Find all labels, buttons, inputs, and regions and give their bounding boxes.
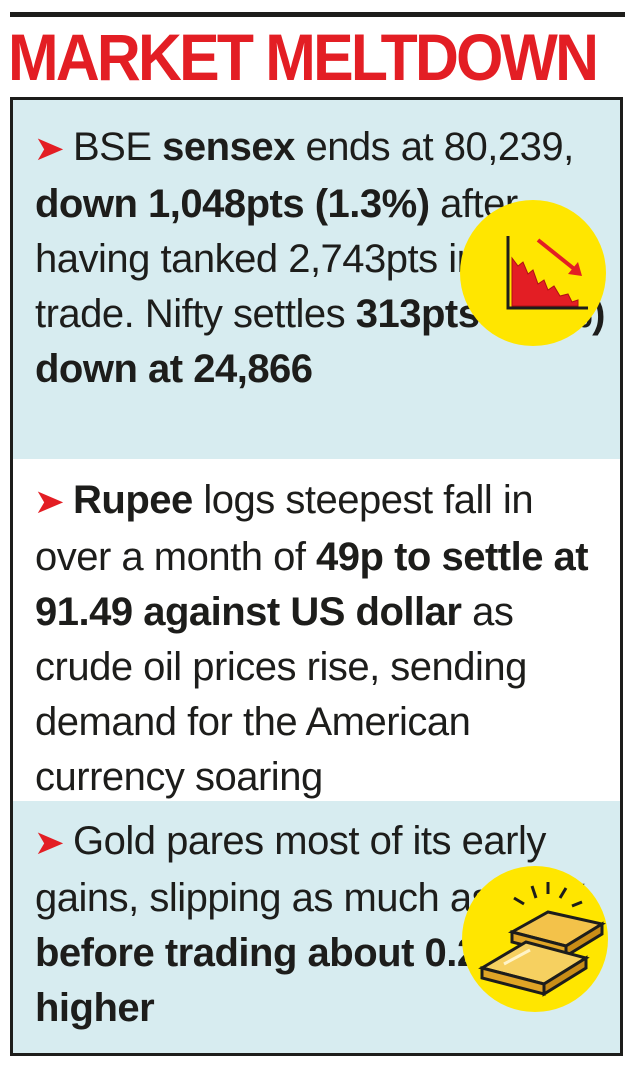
item-box-rupee: ➤ Rupee logs steepest fall in over a mont…: [10, 459, 623, 801]
text-segment-bold: sensex: [162, 125, 295, 169]
item-text-rupee: ➤ Rupee logs steepest fall in over a mont…: [33, 473, 615, 805]
page-title: MARKET MELTDOWN: [8, 20, 599, 94]
text-segment: logs steepest fall in over a month of: [35, 478, 534, 579]
top-rule: [10, 12, 625, 17]
bullet-arrow-icon: ➤: [33, 130, 65, 168]
text-segment: as crude oil prices rise, sending demand…: [35, 590, 527, 799]
item-text-gold: ➤ Gold pares most of its early gains, sli…: [33, 814, 615, 1036]
text-segment-bold: down 1,048pts (1.3%): [35, 182, 430, 226]
falling-chart-icon: [506, 236, 588, 310]
bullet-arrow-icon: ➤: [33, 483, 65, 521]
bullet-arrow-icon: ➤: [33, 824, 65, 862]
text-segment: Gold pares most of its early gains, slip…: [35, 819, 546, 920]
text-segment: BSE: [73, 125, 163, 169]
gold-bars-icon: [478, 882, 606, 997]
text-segment-bold: 49p to settle at 91.49 against US dollar: [35, 535, 589, 634]
text-segment: ends at 80,239,: [294, 125, 574, 169]
text-segment-bold: Rupee: [73, 478, 193, 522]
